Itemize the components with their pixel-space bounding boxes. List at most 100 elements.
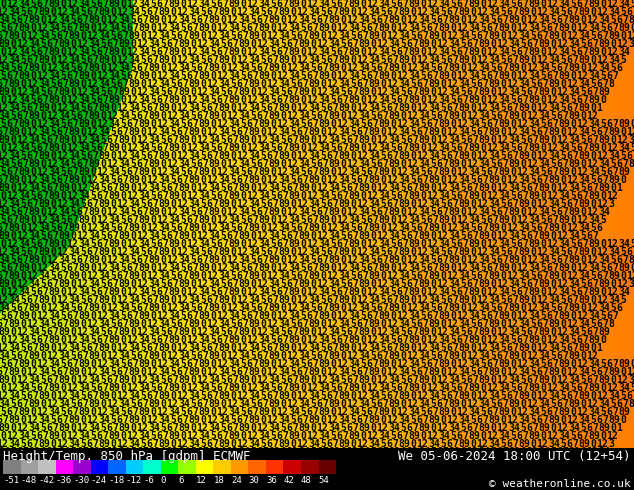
- Text: 4: 4: [424, 207, 430, 217]
- Text: 9: 9: [234, 47, 240, 57]
- Text: 9: 9: [54, 383, 60, 393]
- Text: 4: 4: [314, 199, 320, 209]
- Text: 7: 7: [602, 415, 608, 425]
- Text: 6: 6: [596, 319, 602, 329]
- Text: 7: 7: [2, 319, 8, 329]
- Text: 0: 0: [290, 151, 296, 161]
- Text: 7: 7: [222, 191, 228, 201]
- Text: 3: 3: [388, 135, 394, 145]
- Text: 2: 2: [512, 223, 518, 233]
- Text: 2: 2: [222, 311, 228, 321]
- Text: 5: 5: [390, 95, 396, 105]
- Text: 8: 8: [268, 303, 274, 313]
- Text: 1: 1: [476, 151, 482, 161]
- Text: 7: 7: [402, 287, 408, 297]
- Text: 9: 9: [594, 47, 600, 57]
- Text: 9: 9: [254, 31, 260, 41]
- Text: 7: 7: [202, 399, 208, 409]
- Text: 5: 5: [220, 423, 226, 433]
- Text: 5: 5: [360, 23, 366, 33]
- Text: 5: 5: [600, 167, 606, 177]
- Text: 3: 3: [518, 175, 524, 185]
- Text: 1: 1: [306, 383, 312, 393]
- Text: 5: 5: [180, 71, 186, 81]
- Text: 8: 8: [578, 103, 584, 113]
- Text: 1: 1: [516, 407, 522, 417]
- Text: 4: 4: [414, 71, 420, 81]
- Text: 9: 9: [474, 0, 480, 9]
- Text: 6: 6: [96, 95, 102, 105]
- Text: 7: 7: [2, 415, 8, 425]
- Text: 4: 4: [114, 119, 120, 129]
- Text: 8: 8: [598, 327, 604, 337]
- Text: 9: 9: [364, 87, 370, 97]
- Text: 5: 5: [270, 95, 276, 105]
- Text: 3: 3: [478, 63, 484, 73]
- Text: 7: 7: [142, 207, 148, 217]
- Text: 0: 0: [530, 247, 536, 257]
- Text: 6: 6: [156, 143, 162, 153]
- Text: 6: 6: [406, 279, 412, 289]
- Text: 3: 3: [78, 383, 84, 393]
- Text: 1: 1: [626, 127, 632, 137]
- Text: 0: 0: [410, 391, 416, 401]
- Text: 5: 5: [500, 7, 506, 17]
- Text: 2: 2: [632, 31, 634, 41]
- Text: 4: 4: [404, 415, 410, 425]
- Text: 0: 0: [0, 47, 6, 57]
- Text: 3: 3: [168, 263, 174, 273]
- Text: 2: 2: [222, 71, 228, 81]
- Text: 5: 5: [0, 455, 6, 465]
- Text: 6: 6: [36, 143, 42, 153]
- Text: 9: 9: [374, 415, 380, 425]
- Text: 4: 4: [604, 207, 610, 217]
- Text: 0: 0: [410, 295, 416, 305]
- Text: 7: 7: [412, 279, 418, 289]
- Text: 3: 3: [278, 31, 284, 41]
- Text: 7: 7: [172, 39, 178, 49]
- Text: 5: 5: [610, 255, 616, 265]
- Text: 3: 3: [318, 143, 324, 153]
- Text: 7: 7: [112, 423, 118, 433]
- Text: 6: 6: [176, 175, 182, 185]
- Text: 9: 9: [324, 263, 330, 273]
- Text: 0: 0: [170, 295, 176, 305]
- Text: 7: 7: [632, 7, 634, 17]
- Text: 4: 4: [284, 223, 290, 233]
- Text: 7: 7: [472, 87, 478, 97]
- Text: 2: 2: [372, 191, 378, 201]
- Text: 0: 0: [480, 287, 486, 297]
- Text: 6: 6: [36, 95, 42, 105]
- Text: 6: 6: [496, 399, 502, 409]
- Text: 2: 2: [62, 295, 68, 305]
- Text: 8: 8: [548, 127, 554, 137]
- Text: 0: 0: [120, 239, 126, 249]
- Text: 3: 3: [478, 255, 484, 265]
- Text: 6: 6: [476, 223, 482, 233]
- Text: 4: 4: [484, 255, 490, 265]
- Text: 9: 9: [584, 391, 590, 401]
- Text: 5: 5: [300, 119, 306, 129]
- Text: 9: 9: [434, 271, 440, 281]
- Text: 0: 0: [350, 439, 356, 449]
- Text: 8: 8: [318, 407, 324, 417]
- Text: 5: 5: [220, 375, 226, 385]
- Text: 9: 9: [284, 247, 290, 257]
- Text: 7: 7: [242, 127, 248, 137]
- Text: 3: 3: [208, 279, 214, 289]
- Text: 3: 3: [318, 287, 324, 297]
- Text: 9: 9: [214, 15, 220, 25]
- Text: 6: 6: [586, 375, 592, 385]
- Text: 9: 9: [254, 79, 260, 89]
- Text: 4: 4: [144, 239, 150, 249]
- Text: 1: 1: [476, 103, 482, 113]
- Text: 7: 7: [552, 407, 558, 417]
- Text: 2: 2: [432, 335, 438, 345]
- Text: 5: 5: [240, 23, 246, 33]
- Text: 1: 1: [436, 231, 442, 241]
- Text: 9: 9: [424, 231, 430, 241]
- Text: 1: 1: [26, 319, 32, 329]
- Text: 2: 2: [172, 207, 178, 217]
- Text: 7: 7: [622, 399, 628, 409]
- Text: 0: 0: [460, 447, 466, 457]
